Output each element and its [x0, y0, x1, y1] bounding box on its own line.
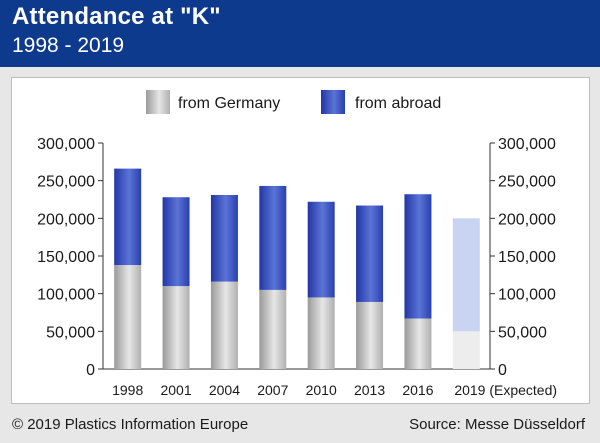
y-tick-label-right: 0: [498, 362, 507, 379]
bar-abroad: [114, 168, 142, 266]
y-tick-label-left: 50,000: [46, 324, 95, 341]
y-tick-label-right: 250,000: [498, 174, 556, 191]
x-tick-label: 1998: [112, 382, 143, 398]
bar-abroad: [210, 194, 238, 282]
bar-germany: [452, 331, 480, 369]
y-tick-label-right: 200,000: [498, 211, 556, 228]
x-tick-label: 2007: [257, 382, 288, 398]
y-tick-label-left: 150,000: [37, 249, 95, 266]
chart-panel: from Germany from abroad 0 0 50,000 50,000 1…: [11, 77, 590, 404]
x-tick-label: 2016: [402, 382, 433, 398]
bar-germany: [162, 286, 190, 369]
y-tick-label-right: 50,000: [498, 324, 547, 341]
y-tick-label-left: 200,000: [37, 211, 95, 228]
legend-label-abroad: from abroad: [355, 95, 441, 112]
bar-germany: [404, 318, 432, 369]
x-tick-label: 2010: [306, 382, 337, 398]
x-tick-label: 2001: [160, 382, 191, 398]
legend-label-germany: from Germany: [178, 95, 280, 112]
x-tick-label: 2004: [209, 382, 240, 398]
y-tick-label-right: 300,000: [498, 136, 556, 153]
copyright-text: © 2019 Plastics Information Europe: [12, 416, 249, 433]
bar-germany: [356, 301, 384, 369]
header-banner: Attendance at "K" 1998 - 2019: [0, 0, 600, 67]
x-tick-label: 2013: [354, 382, 385, 398]
source-text: Source: Messe Düsseldorf: [409, 416, 585, 433]
bar-abroad: [404, 194, 432, 319]
y-tick-label-left: 100,000: [37, 287, 95, 304]
y-tick-label-right: 150,000: [498, 249, 556, 266]
bar-germany: [210, 281, 238, 369]
y-tick-label-left: 0: [86, 362, 95, 379]
bar-abroad: [356, 205, 384, 302]
bar-abroad: [452, 218, 480, 332]
bar-germany: [307, 297, 335, 369]
bar-abroad: [162, 197, 190, 287]
y-tick-label-left: 300,000: [37, 136, 95, 153]
y-tick-label-left: 250,000: [37, 174, 95, 191]
attendance-chart: from Germany from abroad 0 0 50,000 50,000 1…: [37, 90, 557, 398]
x-tick-label: 2019 (Expected): [454, 382, 557, 398]
chart-title: Attendance at "K": [12, 3, 221, 30]
bar-abroad: [259, 185, 287, 290]
y-tick-label-right: 100,000: [498, 287, 556, 304]
legend: from Germany from abroad: [146, 90, 441, 114]
legend-swatch-abroad: [321, 90, 345, 114]
bar-germany: [259, 289, 287, 369]
bar-germany: [114, 265, 142, 369]
bar-abroad: [307, 201, 335, 298]
legend-swatch-germany: [146, 90, 170, 114]
chart-subtitle: 1998 - 2019: [12, 34, 125, 57]
